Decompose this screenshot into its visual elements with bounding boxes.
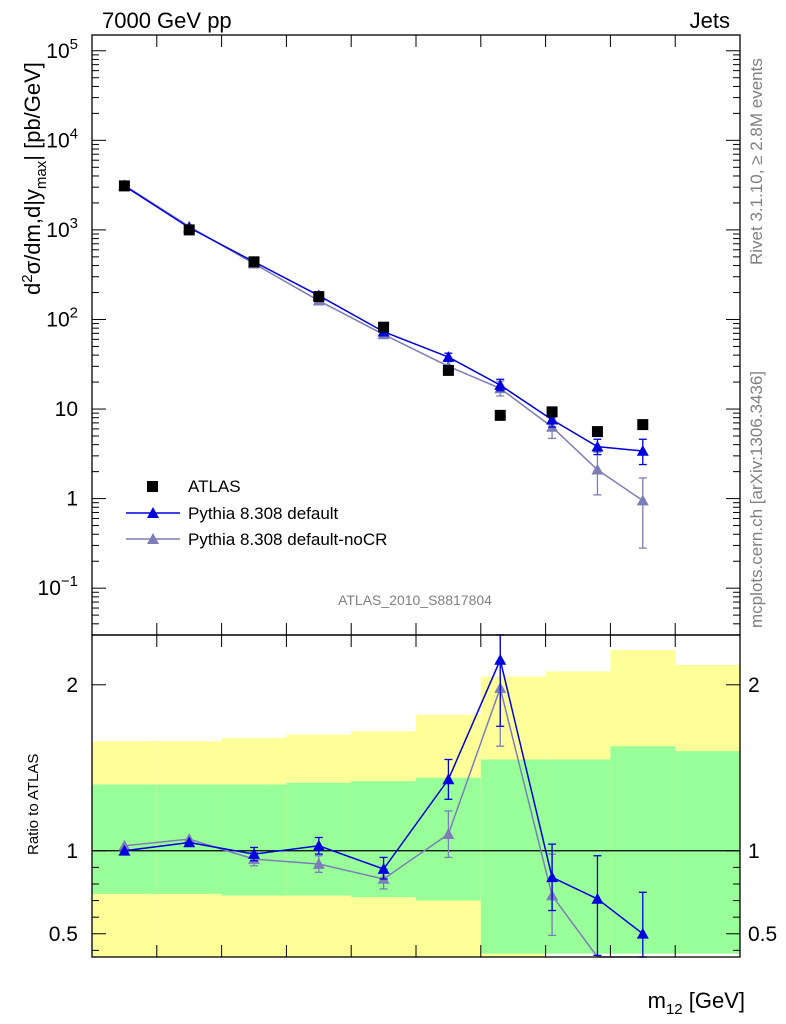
data-point-atlas (442, 364, 454, 376)
data-point-triangle (442, 351, 455, 362)
ratio-y-tick-label-right: 2 (748, 674, 760, 697)
ratio-y-tick-label-right: 0.5 (748, 923, 777, 946)
data-point-atlas (546, 406, 558, 418)
main-y-axis-label: d2σ/dm,d|ymax| [pb/GeV] (19, 62, 50, 295)
data-point-atlas (118, 180, 130, 192)
legend-label-default: Pythia 8.308 default (188, 504, 339, 523)
series-line-2 (123, 184, 644, 502)
rivet-version-label: Rivet 3.1.10, ≥ 2.8M events (747, 58, 766, 265)
legend-marker-nocr (147, 533, 159, 544)
mcplots-source-label: mcplots.cern.ch [arXiv:1306.3436] (747, 371, 766, 628)
uncertainty-band-inner (675, 751, 740, 954)
ratio-data-point-triangle (377, 863, 390, 874)
legend-marker-atlas (147, 481, 158, 492)
ratio-y-axis-label: Ratio to ATLAS (25, 754, 42, 855)
y-tick-label: 10 (55, 398, 78, 421)
uncertainty-band-inner (480, 759, 546, 954)
y-tick-label: 1 (66, 488, 78, 511)
ratio-plot-frame (91, 634, 741, 958)
ratio-data-point-triangle (591, 892, 604, 904)
ratio-data-point-triangle (183, 836, 196, 848)
uncertainty-band-inner (221, 784, 287, 896)
analysis-id-label: ATLAS_2010_S8817804 (338, 592, 492, 608)
ratio-y-tick-label-left: 2 (66, 674, 78, 697)
header-right: Jets (690, 8, 730, 33)
ratio-data-point-triangle (312, 839, 325, 851)
ratio-data-point-triangle (442, 828, 455, 839)
data-point-atlas (378, 321, 390, 333)
legend-label-atlas: ATLAS (188, 477, 241, 496)
y-tick-label: 102 (46, 304, 78, 331)
y-tick-label: 10−1 (38, 573, 78, 600)
ratio-data-point-triangle (636, 927, 649, 939)
data-point-triangle (636, 494, 649, 506)
main-plot-panel: 10−1 1 10 102 103 104 105 (38, 35, 740, 636)
ratio-y-tick-label-right: 1 (748, 840, 760, 863)
ratio-data-point-triangle (494, 653, 507, 665)
data-point-triangle (591, 463, 604, 475)
ratio-y-tick-label-left: 0.5 (49, 923, 78, 946)
series-line-1 (123, 185, 643, 452)
data-point-atlas (591, 426, 603, 438)
ratio-data-point-triangle (118, 844, 131, 856)
data-point-triangle (591, 440, 604, 452)
ratio-data-point-triangle (442, 773, 455, 785)
y-tick-label: 105 (46, 36, 78, 63)
ratio-plot-panel: 0.5 0.5 1 1 2 2 (49, 634, 777, 958)
ratio-data-point-triangle (248, 848, 260, 859)
data-point-atlas (494, 409, 506, 421)
ratio-data-point-triangle (312, 858, 325, 869)
data-point-atlas (313, 291, 325, 303)
data-point-atlas (183, 224, 195, 236)
ratio-data-point-triangle (546, 871, 559, 883)
data-point-atlas (637, 419, 649, 431)
ratio-y-tick-label-left: 1 (66, 840, 78, 863)
legend-marker-default (147, 507, 159, 518)
data-point-triangle (546, 413, 559, 425)
data-point-triangle (636, 444, 649, 456)
uncertainty-band-inner (545, 759, 611, 954)
legend-label-nocr: Pythia 8.308 default-noCR (188, 530, 387, 549)
legend: ATLAS Pythia 8.308 default Pythia 8.308 … (126, 477, 387, 549)
uncertainty-band-inner (92, 784, 157, 894)
y-tick-label: 104 (46, 125, 78, 152)
x-axis-label: m12 [GeV] (648, 988, 745, 1018)
y-tick-label: 103 (46, 215, 78, 242)
header-left: 7000 GeV pp (102, 8, 232, 33)
ratio-series-line-0 (124, 657, 644, 935)
data-point-triangle (494, 379, 507, 390)
data-point-atlas (248, 256, 260, 268)
ratio-series-line-1 (124, 685, 643, 958)
